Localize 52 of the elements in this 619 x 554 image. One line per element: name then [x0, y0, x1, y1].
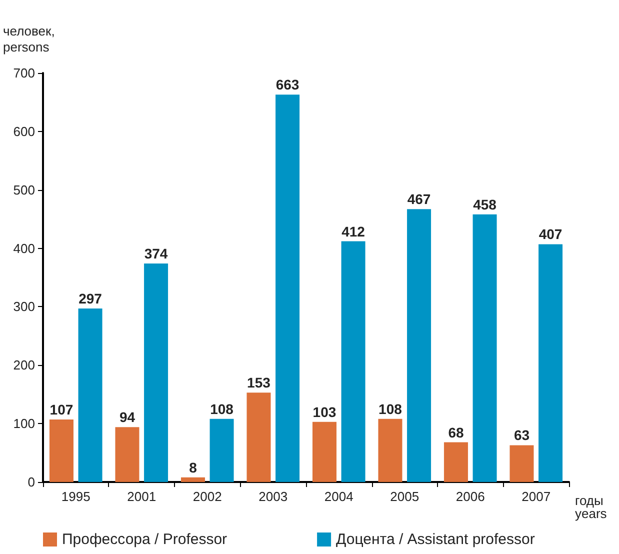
- x-tick-label: 2004: [324, 489, 354, 504]
- y-tick-label: 600: [13, 124, 35, 139]
- y-tick-label: 400: [13, 240, 35, 256]
- y-tick-label: 500: [13, 182, 35, 198]
- legend-label: Профессора / Professor: [62, 531, 228, 548]
- x-axis-title: годы years: [575, 493, 608, 521]
- bar: [115, 427, 140, 482]
- y-tick-label: 200: [13, 358, 35, 373]
- y-tick-label: 100: [13, 416, 35, 432]
- y-tick-label: 700: [13, 66, 35, 80]
- bar: [246, 392, 271, 482]
- bar: [472, 214, 497, 482]
- bar: [378, 418, 402, 482]
- bar: [341, 241, 366, 482]
- bar: [444, 442, 468, 482]
- y-axis-title: человек, persons: [3, 24, 55, 54]
- bar: [510, 445, 534, 482]
- data-label: 103: [312, 404, 336, 420]
- data-label: 458: [473, 196, 497, 212]
- bar: [49, 419, 74, 482]
- y-tick-label: 0: [28, 474, 35, 490]
- bar: [538, 244, 563, 482]
- bar: [180, 477, 205, 482]
- legend-label: Доцента / Assistant professor: [336, 531, 535, 548]
- x-tick-label: 2002: [192, 489, 222, 504]
- x-tick-label: 2006: [456, 489, 485, 504]
- bar: [210, 418, 234, 482]
- data-label: 108: [378, 400, 402, 417]
- data-label: 374: [144, 245, 168, 262]
- data-label: 467: [407, 191, 431, 208]
- data-label: 663: [276, 76, 300, 93]
- data-label: 68: [448, 424, 464, 440]
- data-label: 63: [514, 427, 530, 444]
- x-tick-label: 2001: [127, 489, 156, 504]
- x-tick-label: 2003: [258, 489, 288, 504]
- x-tick-label: 2007: [522, 489, 551, 504]
- data-label: 107: [50, 401, 74, 418]
- x-tick-label: 1995: [61, 489, 90, 504]
- data-label: 297: [78, 290, 102, 306]
- data-label: 94: [119, 409, 136, 426]
- data-label: 412: [342, 223, 366, 240]
- bar: [78, 308, 102, 482]
- bar: [144, 263, 168, 482]
- bar: [312, 422, 336, 482]
- data-label: 108: [210, 400, 234, 417]
- x-tick-label: 2005: [390, 489, 420, 504]
- data-label: 153: [247, 374, 271, 391]
- bar: [276, 94, 300, 482]
- data-label: 8: [189, 459, 198, 476]
- bar: [407, 209, 432, 482]
- data-label: 407: [538, 226, 562, 242]
- y-tick-label: 300: [13, 299, 35, 314]
